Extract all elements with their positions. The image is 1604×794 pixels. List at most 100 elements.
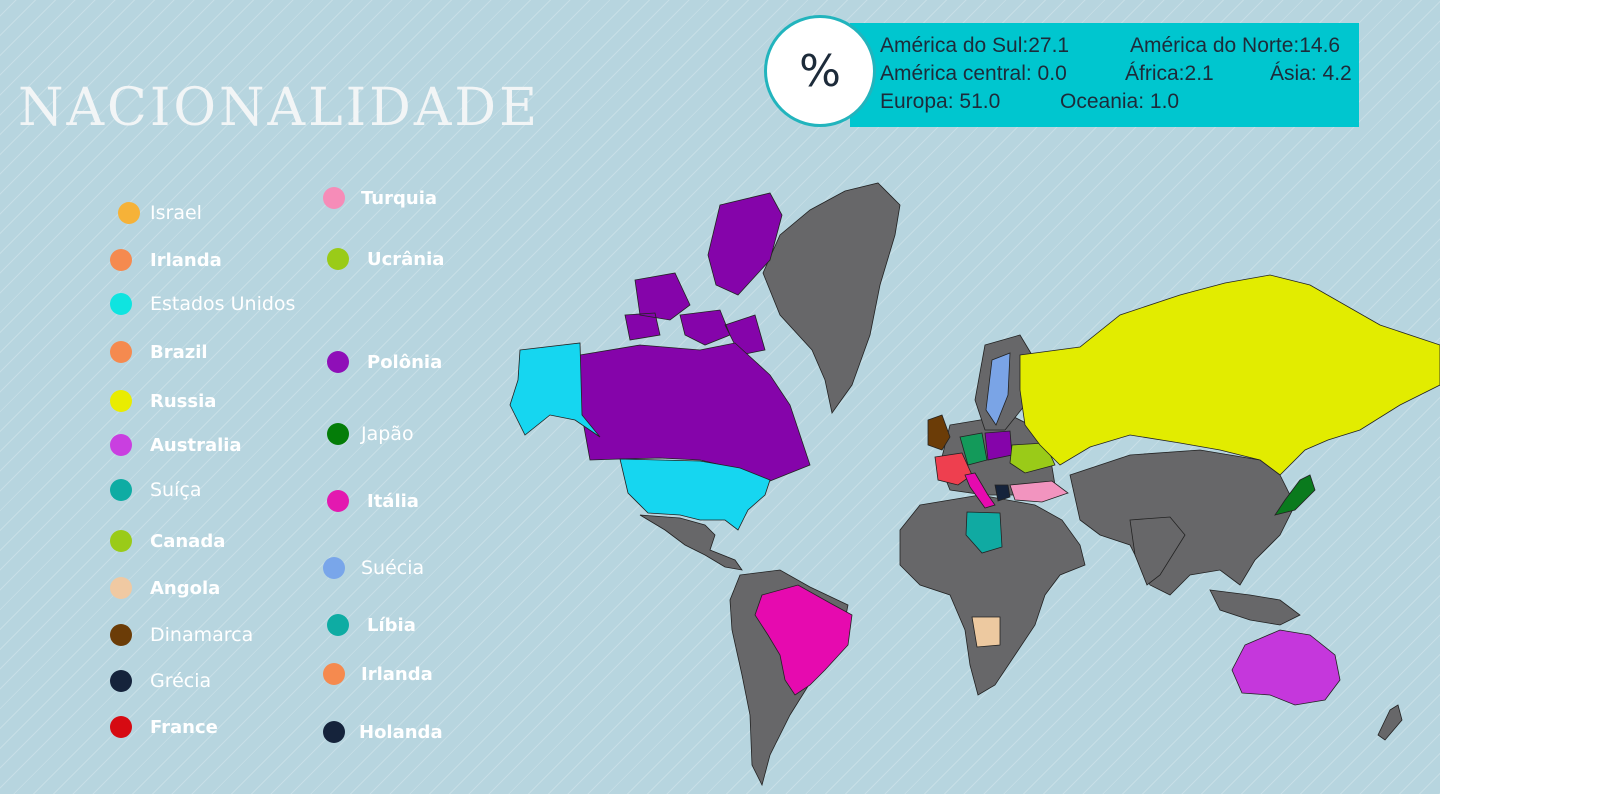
stat-central-america: América central: 0.0 (880, 62, 1067, 85)
legend-item-canada: Canada (110, 529, 225, 553)
canada (579, 342, 811, 486)
legend-label: Israel (150, 202, 202, 224)
legend-item-israel: Israel (118, 201, 202, 225)
legend-item-estados-unidos: Estados Unidos (110, 292, 295, 316)
color-dot (327, 248, 349, 270)
color-dot (110, 530, 132, 552)
italy (964, 472, 996, 509)
angola (971, 616, 1001, 648)
japan (1274, 474, 1316, 516)
stat-africa: África:2.1 (1125, 62, 1214, 85)
legend-label: France (150, 716, 218, 738)
africa (899, 494, 1086, 696)
color-dot (110, 390, 132, 412)
legend-label: Suíça (150, 479, 202, 501)
legend-item-japao: Japão (327, 422, 414, 446)
germany (959, 432, 988, 466)
legend-item-suecia: Suécia (323, 556, 424, 580)
legend-item-polonia: Polônia (327, 350, 442, 374)
stat-oceania: Oceania: 1.0 (1060, 90, 1180, 113)
stat-north-america: América do Norte:14.6 (1130, 34, 1341, 57)
color-dot (327, 423, 349, 445)
legend-label: Estados Unidos (150, 293, 296, 315)
legend-item-irlanda: Irlanda (110, 248, 222, 272)
color-dot (110, 716, 132, 738)
russia (1019, 274, 1440, 476)
color-dot (110, 341, 132, 363)
color-dot (323, 663, 345, 685)
turkey (1009, 480, 1069, 503)
legend-item-grecia: Grécia (110, 669, 211, 693)
legend-label: Irlanda (361, 663, 433, 685)
france (934, 452, 973, 486)
color-dot (110, 249, 132, 271)
legend-item-turquia: Turquia (323, 186, 437, 210)
stat-europe: Europa: 51.0 (880, 90, 1001, 113)
legend-label: Brazil (150, 341, 208, 363)
legend-label: Turquia (361, 187, 438, 209)
world-map (509, 182, 1440, 787)
stat-asia: Ásia: 4.2 (1270, 62, 1352, 85)
legend-item-russia: Russia (110, 389, 216, 413)
color-dot (110, 577, 132, 599)
legend-item-france: France (110, 715, 218, 739)
legend-item-libia: Líbia (327, 613, 416, 637)
legend-label: Holanda (359, 721, 443, 743)
percent-badge: % (764, 15, 876, 127)
legend-item-italia: Itália (327, 489, 419, 513)
color-dot (110, 434, 132, 456)
asia (1069, 449, 1296, 596)
legend-item-holanda: Holanda (323, 720, 443, 744)
color-dot (110, 624, 132, 646)
color-dot (327, 351, 349, 373)
continent-stats-box (850, 23, 1359, 127)
color-dot (110, 670, 132, 692)
se-asia (1209, 589, 1301, 626)
india (1129, 516, 1186, 586)
color-dot (118, 202, 140, 224)
legend-item-ucrania: Ucrânia (327, 247, 444, 271)
legend-item-angola: Angola (110, 576, 220, 600)
legend-item-brazil: Brazil (110, 340, 208, 364)
infographic-canvas: NACIONALIDADE % América do Sul:27.1 Amér… (0, 0, 1440, 794)
canada-islands (624, 192, 783, 356)
alaska (509, 342, 601, 438)
color-dot (110, 479, 132, 501)
legend-label: Itália (367, 490, 419, 512)
greenland (762, 182, 901, 414)
brazil (754, 584, 853, 696)
color-dot (323, 721, 345, 743)
legend-item-suica: Suíça (110, 478, 201, 502)
legend-label: Canada (150, 530, 226, 552)
legend-item-irlanda-2: Irlanda (323, 662, 433, 686)
page-title: NACIONALIDADE (18, 78, 541, 138)
legend-item-australia: Australia (110, 433, 242, 457)
legend-label: Suécia (361, 557, 425, 579)
legend-label: Líbia (367, 614, 416, 636)
legend-label: Japão (361, 423, 414, 445)
greece (994, 484, 1011, 502)
stat-south-america: América do Sul:27.1 (880, 34, 1070, 57)
legend-label: Russia (150, 390, 217, 412)
poland (984, 430, 1013, 461)
color-dot (327, 490, 349, 512)
legend-label: Grécia (150, 670, 212, 692)
legend-label: Australia (150, 434, 242, 456)
sweden (985, 352, 1011, 426)
legend-item-dinamarca: Dinamarca (110, 623, 253, 647)
australia (1231, 629, 1341, 706)
usa (619, 458, 771, 531)
color-dot (327, 614, 349, 636)
legend-label: Dinamarca (150, 624, 254, 646)
color-dot (323, 187, 345, 209)
new-zealand (1377, 704, 1403, 741)
legend-label: Ucrânia (367, 248, 445, 270)
color-dot (323, 557, 345, 579)
color-dot (110, 293, 132, 315)
mexico (639, 514, 743, 571)
legend-label: Irlanda (150, 249, 222, 271)
libya (965, 511, 1003, 554)
legend-label: Angola (150, 577, 221, 599)
legend-label: Polônia (367, 351, 443, 373)
uk (927, 414, 951, 451)
